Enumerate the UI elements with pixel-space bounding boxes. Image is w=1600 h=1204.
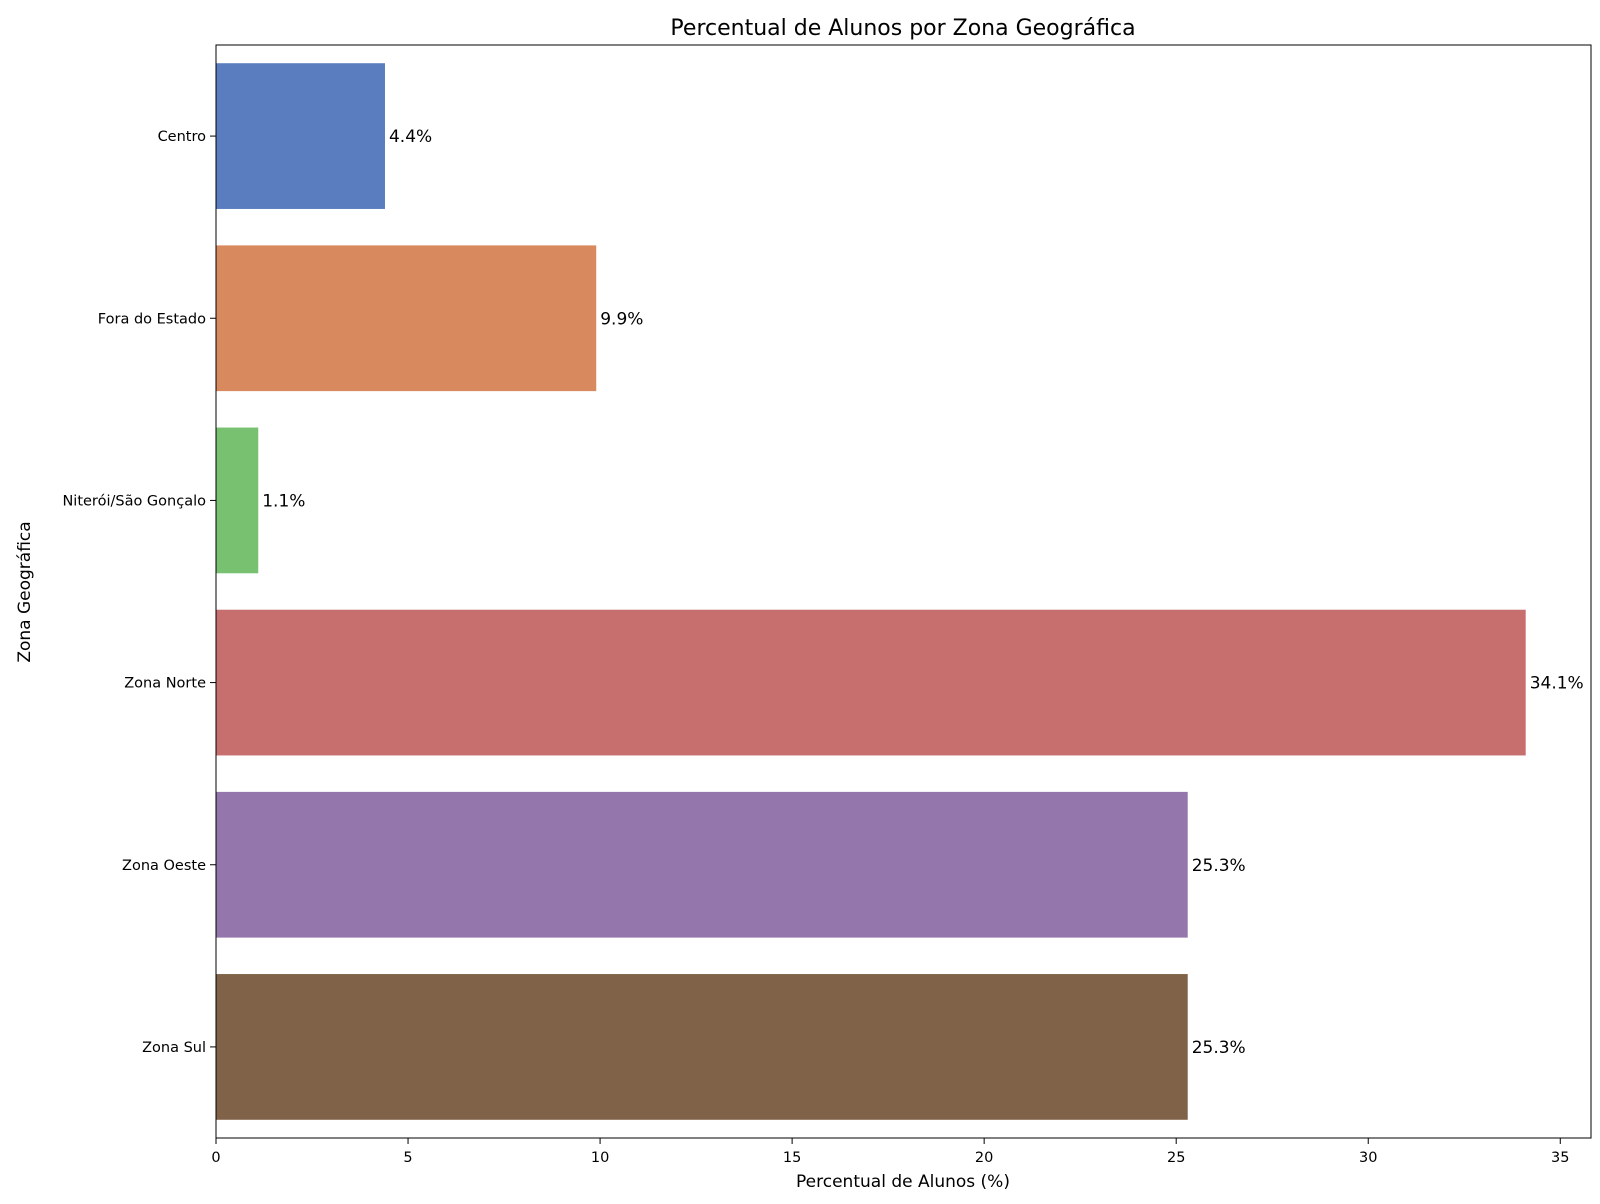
data-label-centro: 4.4% [389, 127, 432, 147]
data-label-zona-norte: 34.1% [1530, 674, 1584, 694]
plot-frame [215, 44, 1592, 1139]
y-tick-label-fora-do-estado: Fora do Estado [98, 311, 206, 327]
y-tick-label-zona-norte: Zona Norte [124, 676, 206, 692]
y-tick-label-centro: Centro [158, 129, 207, 145]
data-label-fora-do-estado: 9.9% [600, 309, 643, 329]
bars-layer [216, 63, 1526, 1120]
bar-niteroi-sao-goncalo [216, 427, 259, 574]
y-tick-label-zona-oeste: Zona Oeste [122, 858, 206, 874]
ticks-layer: Centro Fora do Estado Niterói/São Gonçalo Z… [62, 129, 1569, 1166]
bar-centro [216, 63, 385, 209]
bar-zona-norte [216, 609, 1526, 756]
x-tick-label-0: 0 [211, 1150, 220, 1166]
bar-zona-oeste [216, 791, 1188, 938]
data-labels-layer: 4.4% 9.9% 1.1% 34.1% 25.3% 25.3% [262, 127, 1583, 1058]
x-tick-label-20: 20 [975, 1150, 993, 1166]
x-tick-label-15: 15 [783, 1150, 801, 1166]
x-tick-label-10: 10 [591, 1150, 609, 1166]
x-tick-label-25: 25 [1167, 1150, 1185, 1166]
y-tick-label-niteroi-sao-goncalo: Niterói/São Gonçalo [62, 493, 206, 509]
y-tick-label-zona-sul: Zona Sul [142, 1040, 206, 1056]
data-label-zona-sul: 25.3% [1192, 1038, 1246, 1058]
bar-zona-sul [216, 974, 1188, 1120]
chart-title: Percentual de Alunos por Zona Geográfica [670, 16, 1135, 41]
x-tick-label-5: 5 [403, 1150, 412, 1166]
data-label-zona-oeste: 25.3% [1192, 856, 1246, 876]
y-axis-label: Zona Geográfica [15, 521, 35, 662]
x-tick-label-35: 35 [1551, 1150, 1569, 1166]
x-axis-label: Percentual de Alunos (%) [796, 1172, 1010, 1192]
bar-fora-do-estado [216, 245, 597, 392]
data-label-niteroi-sao-goncalo: 1.1% [262, 491, 305, 511]
x-tick-label-30: 30 [1359, 1150, 1377, 1166]
